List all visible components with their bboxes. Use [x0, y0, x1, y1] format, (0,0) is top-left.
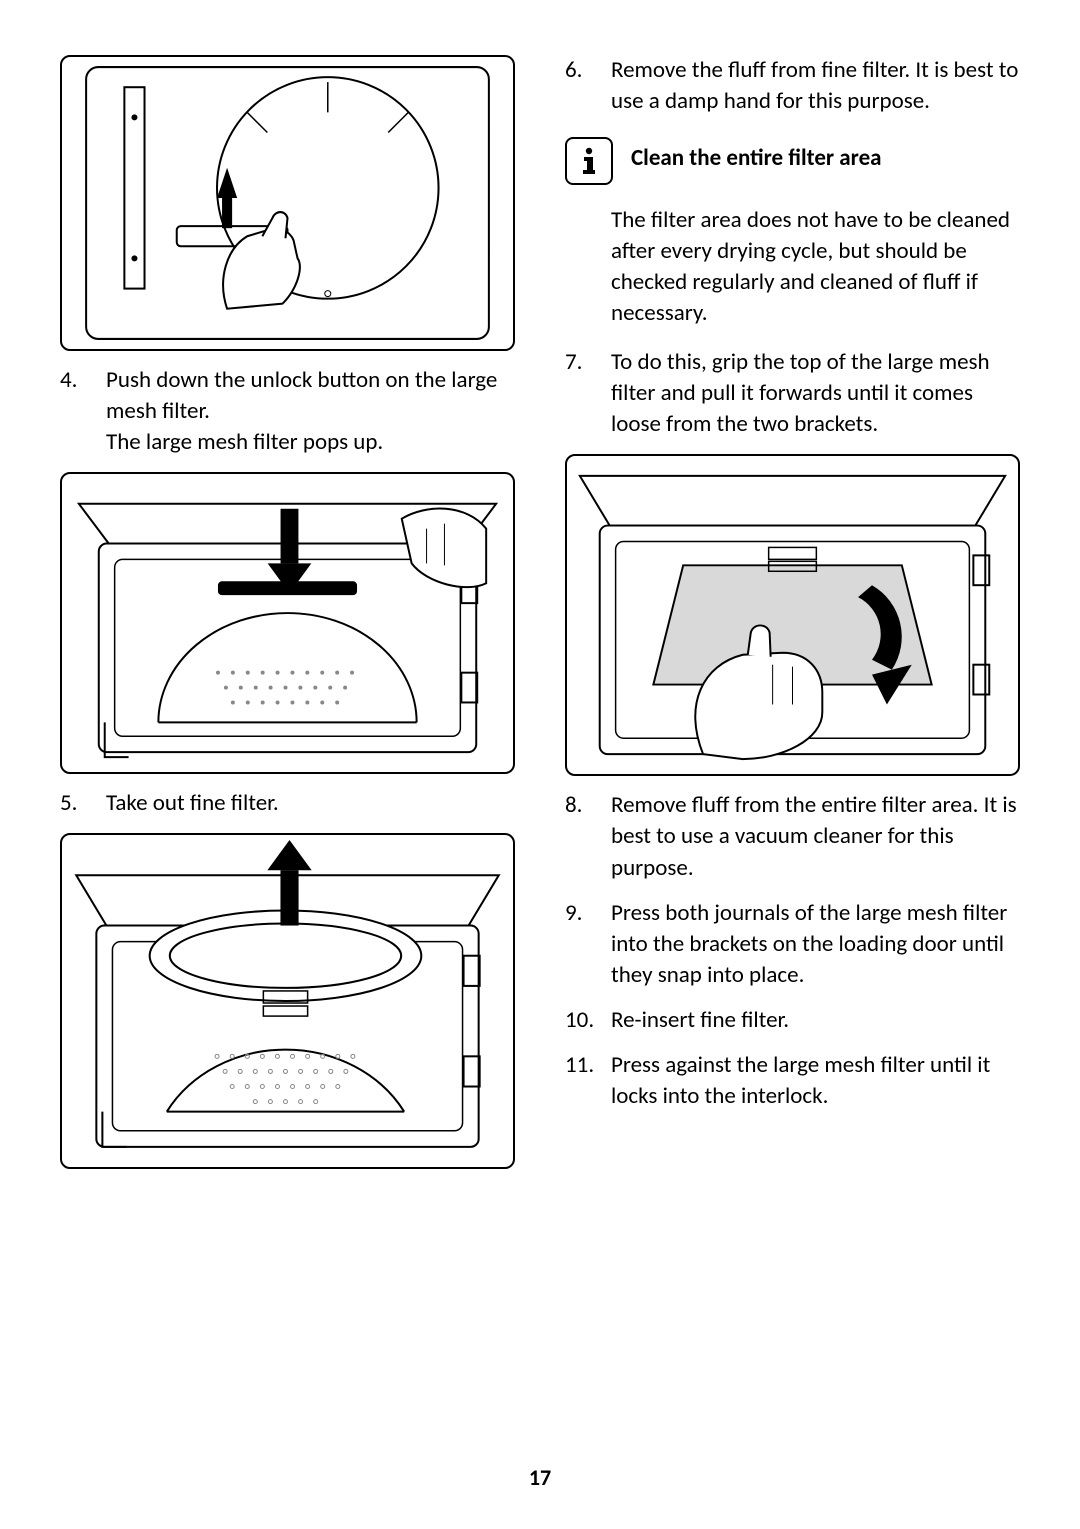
step-number: 8.: [565, 790, 611, 883]
step-10: 10. Re-insert fine filter.: [565, 1005, 1020, 1036]
step-text: Take out fine filter.: [106, 788, 515, 819]
step-7: 7. To do this, grip the top of the large…: [565, 347, 1020, 440]
info-paragraph: The filter area does not have to be clea…: [611, 205, 1020, 329]
step-text: Re-insert fine filter.: [611, 1005, 1020, 1036]
info-icon: [565, 137, 613, 185]
info-callout: Clean the entire filter area: [565, 137, 1020, 185]
fine-filter-up-arrow-icon: [62, 835, 513, 1167]
step-number: 7.: [565, 347, 611, 440]
step-text: Remove fluff from the entire filter area…: [611, 790, 1020, 883]
info-title: Clean the entire filter area: [631, 137, 882, 174]
step-text: Push down the unlock button on the large…: [106, 365, 515, 458]
step-number: 6.: [565, 55, 611, 117]
pull-filter-forward-icon: [567, 456, 1018, 774]
figure-step5b: [60, 833, 515, 1169]
step-number: 4.: [60, 365, 106, 458]
right-column: 6. Remove the fluff from fine filter. It…: [565, 55, 1020, 1529]
figure-step7: [565, 454, 1020, 776]
step-6: 6. Remove the fluff from fine filter. It…: [565, 55, 1020, 117]
step-text: To do this, grip the top of the large me…: [611, 347, 1020, 440]
dryer-door-illustration-icon: [62, 57, 513, 349]
step-8: 8. Remove fluff from the entire filter a…: [565, 790, 1020, 883]
step-11: 11. Press against the large mesh filter …: [565, 1050, 1020, 1112]
filter-down-arrow-icon: [62, 474, 513, 772]
page-number: 17: [0, 1464, 1080, 1491]
figure-step5a: [60, 472, 515, 774]
manual-page: 4. Push down the unlock button on the la…: [0, 0, 1080, 1529]
step-text: Press both journals of the large mesh fi…: [611, 898, 1020, 991]
step-number: 10.: [565, 1005, 611, 1036]
step-number: 11.: [565, 1050, 611, 1112]
figure-step4: [60, 55, 515, 351]
step-number: 9.: [565, 898, 611, 991]
step-9: 9. Press both journals of the large mesh…: [565, 898, 1020, 991]
step-number: 5.: [60, 788, 106, 819]
step-text: Press against the large mesh filter unti…: [611, 1050, 1020, 1112]
step-4: 4. Push down the unlock button on the la…: [60, 365, 515, 458]
step-5: 5. Take out fine filter.: [60, 788, 515, 819]
step-text: Remove the fluff from fine filter. It is…: [611, 55, 1020, 117]
left-column: 4. Push down the unlock button on the la…: [60, 55, 515, 1529]
